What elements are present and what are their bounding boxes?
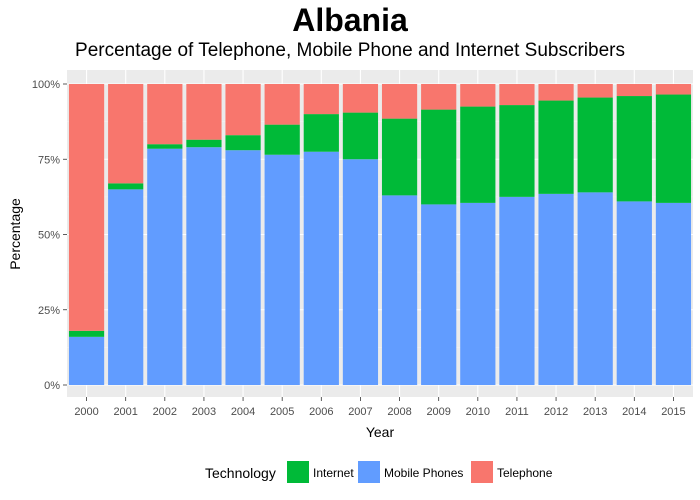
x-tick-label: 2014 xyxy=(622,406,646,418)
bar-mobile-phones-2011 xyxy=(499,196,535,385)
bar-mobile-phones-2012 xyxy=(538,193,574,385)
bar-mobile-phones-2014 xyxy=(616,201,652,385)
bar-mobile-phones-2005 xyxy=(264,154,300,385)
legend-label-internet: Internet xyxy=(313,466,354,480)
x-tick-label: 2005 xyxy=(270,406,294,418)
bar-internet-2015 xyxy=(655,94,692,203)
y-tick-label: 100% xyxy=(32,79,60,91)
chart-subtitle: Percentage of Telephone, Mobile Phone an… xyxy=(75,40,625,61)
x-axis-label: Year xyxy=(366,424,395,440)
bar-mobile-phones-2004 xyxy=(225,150,261,385)
bar-mobile-phones-2001 xyxy=(108,189,144,385)
bar-internet-2009 xyxy=(421,109,457,205)
bar-mobile-phones-2000 xyxy=(68,336,105,385)
legend-key-mobile-phones xyxy=(358,461,380,483)
bar-telephone-2004 xyxy=(225,84,261,136)
bar-internet-2000 xyxy=(68,330,105,337)
bar-internet-2004 xyxy=(225,135,261,151)
legend-title: Technology xyxy=(205,465,276,481)
bar-telephone-2002 xyxy=(147,84,183,145)
bar-telephone-2010 xyxy=(460,84,496,107)
bar-telephone-2006 xyxy=(303,84,339,115)
bar-internet-2001 xyxy=(108,183,144,190)
x-tick-label: 2003 xyxy=(192,406,216,418)
legend: Technology Internet Mobile Phones Teleph… xyxy=(0,461,700,485)
bar-mobile-phones-2006 xyxy=(303,151,339,385)
x-tick-label: 2008 xyxy=(387,406,411,418)
y-axis-label: Percentage xyxy=(7,198,23,270)
x-tick-label: 2013 xyxy=(583,406,607,418)
x-tick-label: 2011 xyxy=(505,406,529,418)
bar-telephone-2007 xyxy=(342,84,379,113)
y-tick-label: 25% xyxy=(38,305,60,317)
bar-internet-2012 xyxy=(538,100,574,194)
y-axis: 0% 25% 50% 75% 100% xyxy=(32,79,67,392)
bar-mobile-phones-2008 xyxy=(381,195,418,385)
bar-internet-2002 xyxy=(147,144,183,149)
bar-internet-2007 xyxy=(342,112,379,160)
bar-internet-2008 xyxy=(381,118,418,196)
bars xyxy=(68,84,692,385)
x-tick-label: 2002 xyxy=(153,406,177,418)
bar-mobile-phones-2010 xyxy=(460,202,496,385)
bar-telephone-2000 xyxy=(68,84,105,331)
x-tick-label: 2001 xyxy=(113,406,137,418)
bar-telephone-2008 xyxy=(381,84,418,119)
x-tick-label: 2012 xyxy=(544,406,568,418)
y-tick-label: 0% xyxy=(44,380,60,392)
bar-telephone-2013 xyxy=(577,84,613,98)
bar-internet-2014 xyxy=(616,96,652,202)
bar-telephone-2012 xyxy=(538,84,574,101)
bar-internet-2011 xyxy=(499,105,535,197)
bar-internet-2003 xyxy=(186,139,222,148)
y-tick-label: 75% xyxy=(38,154,60,166)
bar-mobile-phones-2007 xyxy=(342,159,379,385)
bar-telephone-2011 xyxy=(499,84,535,106)
bar-internet-2006 xyxy=(303,114,339,152)
x-tick-label: 2006 xyxy=(309,406,333,418)
x-axis: 2000 2001 2002 2003 2004 2005 2006 2007 2008 2009… xyxy=(74,397,686,418)
bar-internet-2013 xyxy=(577,97,613,193)
bar-internet-2005 xyxy=(264,124,300,155)
legend-key-telephone xyxy=(471,461,493,483)
x-tick-label: 2007 xyxy=(348,406,372,418)
x-tick-label: 2015 xyxy=(661,406,685,418)
bar-telephone-2015 xyxy=(655,84,692,95)
bar-telephone-2003 xyxy=(186,84,222,140)
x-tick-label: 2010 xyxy=(466,406,490,418)
bar-mobile-phones-2002 xyxy=(147,148,183,385)
bar-telephone-2014 xyxy=(616,84,652,97)
bar-mobile-phones-2015 xyxy=(655,202,692,385)
legend-label-mobile-phones: Mobile Phones xyxy=(384,466,464,480)
chart-title: Albania xyxy=(292,2,408,38)
x-tick-label: 2000 xyxy=(74,406,98,418)
legend-label-telephone: Telephone xyxy=(497,466,553,480)
x-tick-label: 2004 xyxy=(231,406,255,418)
y-tick-label: 50% xyxy=(38,230,60,242)
bar-mobile-phones-2013 xyxy=(577,192,613,385)
bar-telephone-2001 xyxy=(108,84,144,184)
bar-internet-2010 xyxy=(460,106,496,203)
legend-key-internet xyxy=(287,461,309,483)
bar-mobile-phones-2003 xyxy=(186,147,222,385)
bar-telephone-2005 xyxy=(264,84,300,125)
bar-telephone-2009 xyxy=(421,84,457,110)
bar-mobile-phones-2009 xyxy=(421,204,457,385)
x-tick-label: 2009 xyxy=(426,406,450,418)
